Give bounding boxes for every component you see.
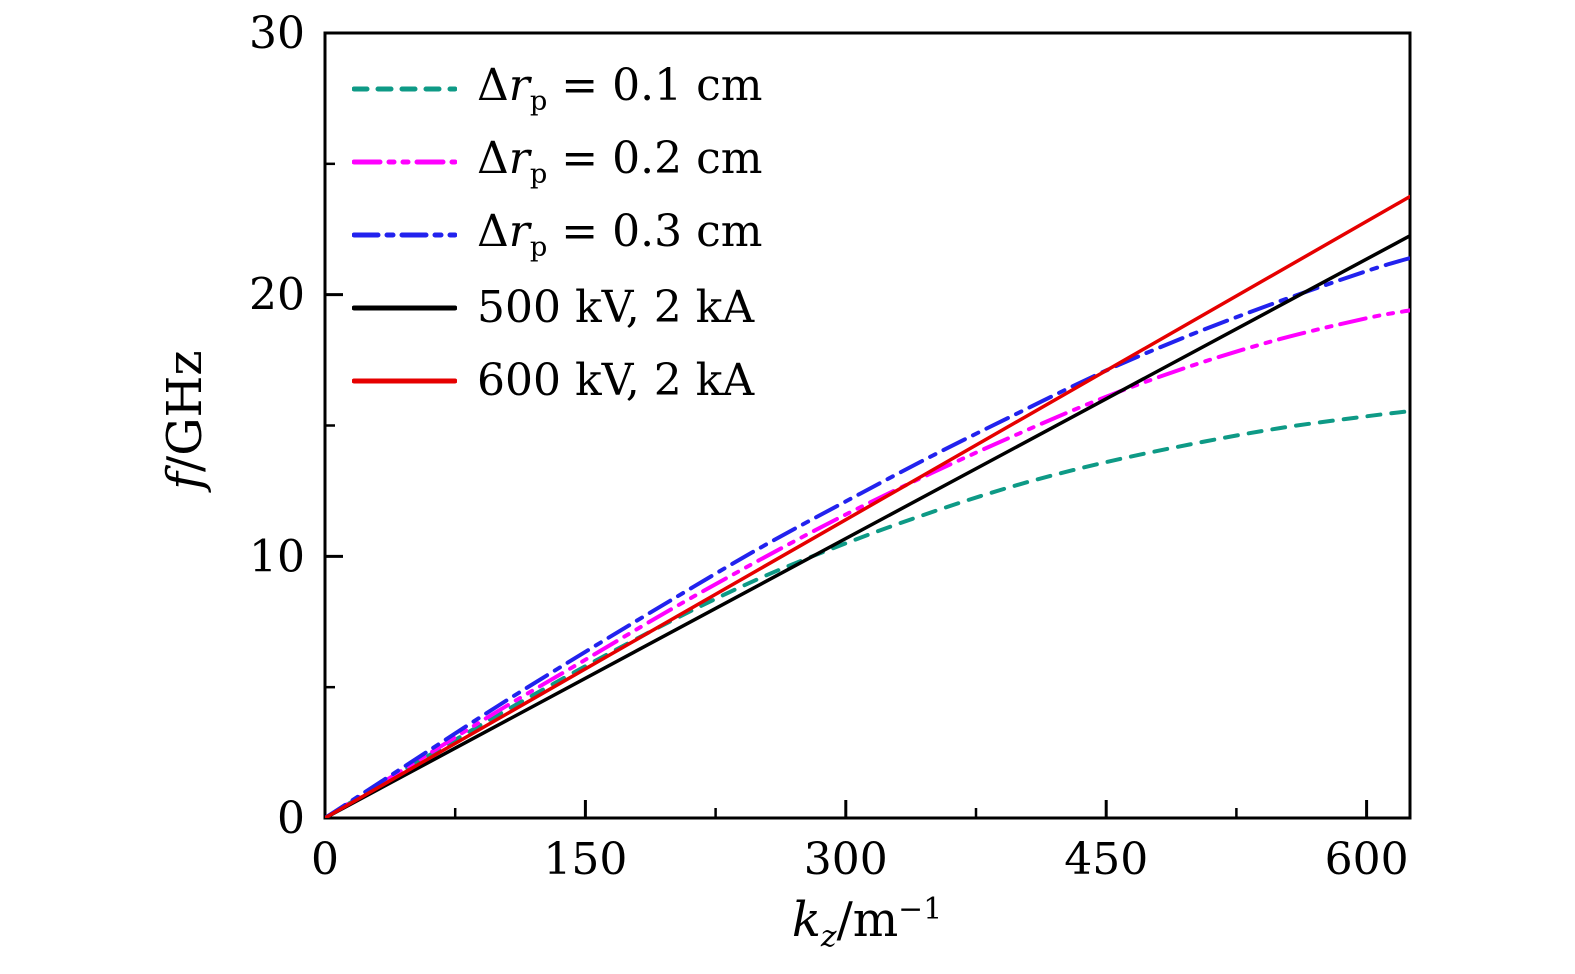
- x-tick-label: 300: [804, 834, 888, 885]
- label-segment: f: [157, 471, 213, 490]
- label-segment: r: [508, 60, 530, 112]
- label-segment: z: [820, 919, 837, 955]
- legend-label: Δrp = 0.3 cm: [477, 206, 762, 263]
- legend-label: 600 kV, 2 kA: [477, 355, 754, 406]
- label-segment: r: [508, 133, 530, 185]
- y-tick-label: 0: [277, 793, 305, 844]
- label-segment: /m: [836, 892, 899, 948]
- label-segment: k: [791, 892, 821, 948]
- label-segment: 600 kV, 2 kA: [477, 355, 755, 406]
- y-axis-label: f/GHz: [157, 350, 213, 489]
- series-line-drp-0.2cm: [325, 308, 1410, 818]
- y-tick-label: 10: [249, 531, 305, 582]
- legend-item-beam-500kV-2kA: 500 kV, 2 kA: [352, 271, 762, 344]
- x-tick-label: 450: [1064, 834, 1148, 885]
- legend-line-sample: [352, 305, 457, 310]
- legend-item-drp-0.1cm: Δrp = 0.1 cm: [352, 52, 762, 125]
- label-segment: Δ: [477, 206, 509, 258]
- x-tick-label: 0: [311, 834, 339, 885]
- label-segment: 500 kV, 2 kA: [477, 282, 755, 333]
- legend-label: 500 kV, 2 kA: [477, 282, 754, 333]
- label-segment: = 0.3 cm: [547, 206, 763, 258]
- legend-label: Δrp = 0.1 cm: [477, 60, 762, 117]
- x-axis-label: kz/m−1: [792, 892, 942, 955]
- label-segment: p: [529, 85, 548, 117]
- label-segment: p: [529, 231, 548, 263]
- legend-item-drp-0.3cm: Δrp = 0.3 cm: [352, 198, 762, 271]
- y-tick-label: 20: [249, 270, 305, 321]
- series-line-drp-0.1cm: [325, 409, 1410, 818]
- x-tick-label: 150: [543, 834, 627, 885]
- label-segment: = 0.2 cm: [547, 133, 763, 185]
- series-line-beam-500kV-2kA: [325, 234, 1410, 818]
- label-segment: = 0.1 cm: [547, 60, 763, 112]
- label-segment: p: [529, 158, 548, 190]
- legend-item-drp-0.2cm: Δrp = 0.2 cm: [352, 125, 762, 198]
- label-segment: /GHz: [157, 350, 213, 472]
- y-tick-label: 30: [249, 8, 305, 59]
- legend-line-sample: [352, 86, 457, 91]
- legend: Δrp = 0.1 cm Δrp = 0.2 cm Δrp = 0.3 cm 500 …: [352, 52, 762, 417]
- legend-line-sample: [352, 378, 457, 383]
- series-line-drp-0.3cm: [325, 256, 1410, 818]
- label-segment: Δ: [477, 60, 509, 112]
- legend-item-beam-600kV-2kA: 600 kV, 2 kA: [352, 344, 762, 417]
- series-group: [325, 194, 1410, 818]
- label-segment: −1: [898, 892, 943, 927]
- label-segment: Δ: [477, 133, 509, 185]
- label-segment: r: [508, 206, 530, 258]
- legend-label: Δrp = 0.2 cm: [477, 133, 762, 190]
- legend-line-sample: [352, 159, 457, 164]
- legend-line-sample: [352, 232, 457, 237]
- x-tick-label: 600: [1325, 834, 1409, 885]
- series-line-beam-600kV-2kA: [325, 194, 1410, 818]
